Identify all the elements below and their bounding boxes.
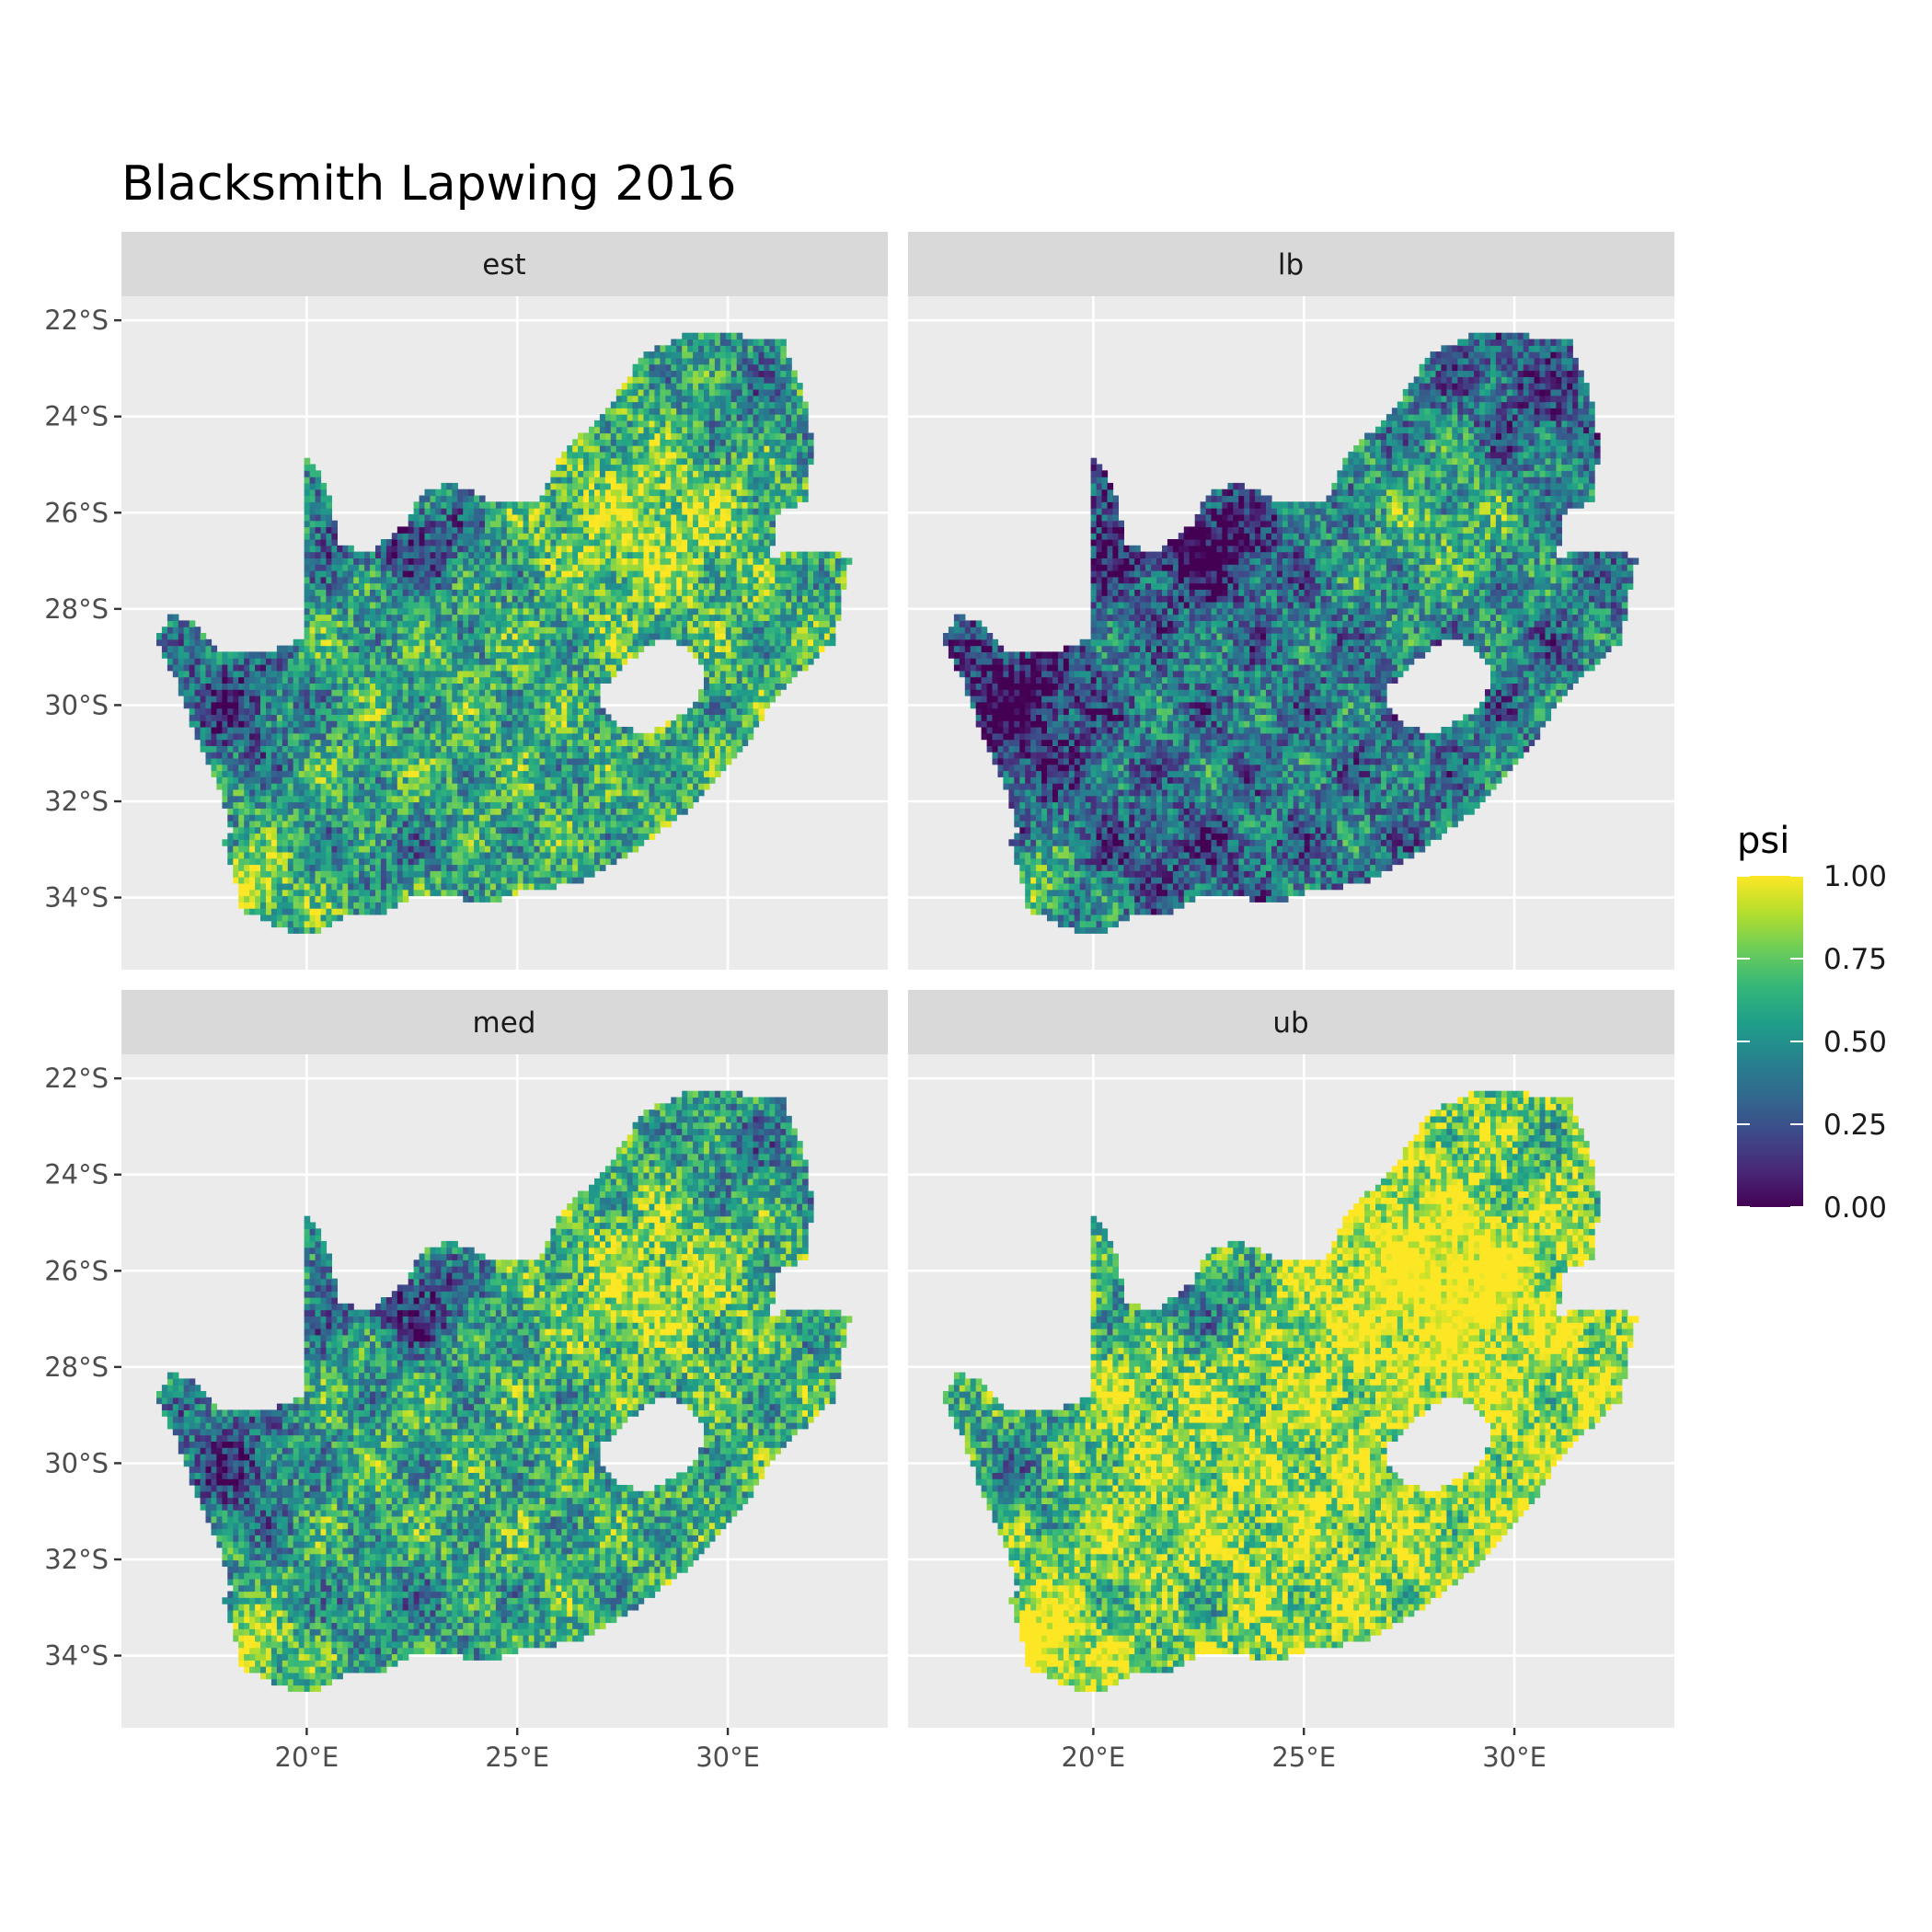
x-axis: 20°E 25°E 30°E [1062,1728,1547,1773]
x-tick-label: 25°E [485,1742,549,1773]
facet-med: med 22°S 24°S 26°S 28°S 30°S 32°S 34°S 20°E 25°… [44,990,888,1773]
y-axis: 22°S 24°S 26°S 28°S 30°S 32°S 34°S [44,1063,121,1671]
facet-label: est [482,248,525,282]
facet-label: lb [1278,248,1304,282]
facet-ub: ub 20°E 25°E 30°E [908,990,1674,1773]
y-tick-label: 34°S [44,1640,109,1672]
facet-est: est 22°S 24°S 26°S 28°S 30°S 32°S 34°S [44,232,888,970]
y-axis: 22°S 24°S 26°S 28°S 30°S 32°S 34°S [44,305,121,913]
y-tick-label: 34°S [44,882,109,914]
x-tick-label: 30°E [1482,1742,1547,1773]
facet-lb: lb [908,232,1674,970]
y-tick-label: 24°S [44,1159,109,1190]
y-tick-label: 24°S [44,401,109,432]
y-tick-label: 26°S [44,497,109,528]
facet-label: ub [1272,1006,1308,1040]
y-tick-label: 22°S [44,305,109,336]
x-axis: 20°E 25°E 30°E [275,1728,760,1773]
y-tick-label: 22°S [44,1063,109,1094]
legend-tick-label: 1.00 [1823,860,1887,893]
x-tick-label: 20°E [1062,1742,1126,1773]
y-tick-label: 30°S [44,1447,109,1478]
legend-title: psi [1737,820,1789,862]
legend-tick-label: 0.50 [1823,1026,1887,1059]
y-tick-label: 28°S [44,1351,109,1383]
facet-label: med [473,1006,536,1040]
x-tick-label: 25°E [1271,1742,1336,1773]
y-tick-label: 28°S [44,593,109,625]
x-tick-label: 30°E [696,1742,760,1773]
chart-title: Blacksmith Lapwing 2016 [121,156,736,212]
y-tick-label: 32°S [44,1544,109,1575]
x-tick-label: 20°E [275,1742,339,1773]
y-tick-label: 30°S [44,689,109,720]
legend: psi 0.00 0.25 0.50 0.75 1.00 [1737,820,1887,1225]
y-tick-label: 26°S [44,1255,109,1286]
legend-tick-label: 0.25 [1823,1109,1887,1142]
y-tick-label: 32°S [44,786,109,817]
legend-tick-label: 0.75 [1823,943,1887,976]
legend-tick-label: 0.00 [1823,1191,1887,1225]
